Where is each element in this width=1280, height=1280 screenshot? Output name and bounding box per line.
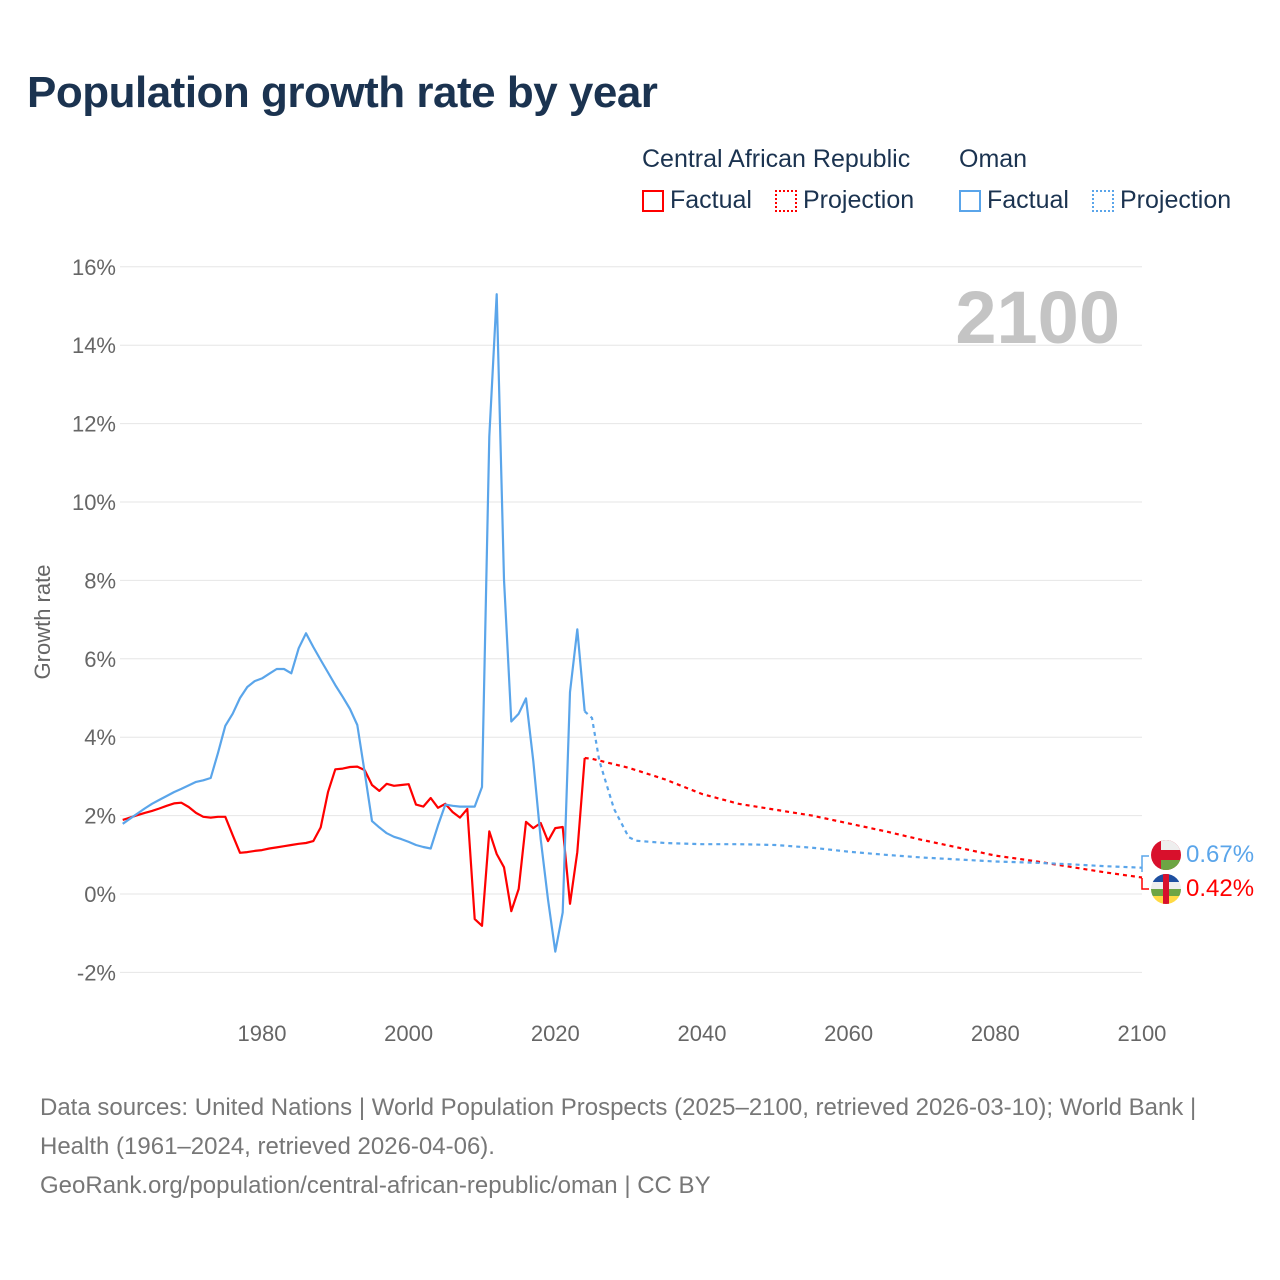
y-tick-label: 10%: [72, 490, 116, 515]
year-watermark: 2100: [955, 276, 1120, 359]
legend-swatch-dotted-red: [775, 189, 797, 212]
y-tick-label: 16%: [72, 255, 116, 280]
y-axis-label: Growth rate: [30, 565, 55, 680]
x-tick-label: 2040: [678, 1021, 727, 1046]
y-tick-label: 8%: [84, 568, 116, 593]
legend-label: Projection: [803, 186, 915, 214]
oman-factual-line: [122, 293, 586, 953]
x-tick-label: 2060: [824, 1021, 873, 1046]
y-tick-label: 12%: [72, 412, 116, 437]
car-end-value: 0.42%: [1186, 875, 1254, 902]
oman-end-connector: [1141, 855, 1149, 872]
y-tick-label: -2%: [77, 960, 116, 985]
footer: Data sources: United Nations | World Pop…: [40, 1088, 1240, 1205]
legend-oman-projection[interactable]: Projection: [1092, 186, 1231, 215]
legend-label: Factual: [987, 186, 1069, 214]
x-tick-label: 2020: [531, 1021, 580, 1046]
central-african-republic-factual-line: [122, 757, 586, 927]
x-tick-label: 2100: [1117, 1021, 1166, 1046]
x-tick-label: 1980: [238, 1021, 287, 1046]
legend-swatch-dotted-blue: [1092, 189, 1114, 212]
x-tick-label: 2000: [384, 1021, 433, 1046]
y-tick-label: 6%: [84, 647, 116, 672]
y-tick-label: 4%: [84, 725, 116, 750]
y-tick-label: 2%: [84, 804, 116, 829]
chart-title: Population growth rate by year: [27, 68, 658, 117]
legend-label: Projection: [1120, 186, 1232, 214]
oman-flag-icon: [1151, 840, 1181, 870]
legend-swatch-solid-red: [642, 189, 664, 212]
oman-projection-line: [583, 710, 1143, 869]
car-end-connector: [1141, 878, 1149, 890]
y-tick-label: 14%: [72, 333, 116, 358]
legend-oman-factual[interactable]: Factual: [959, 186, 1069, 215]
car-flag-icon: [1151, 874, 1181, 904]
legend-car-projection[interactable]: Projection: [775, 186, 914, 215]
source-link[interactable]: GeoRank.org/population/central-african-r…: [40, 1172, 711, 1199]
central-african-republic-projection-line: [584, 756, 1143, 879]
x-tick-label: 2080: [971, 1021, 1020, 1046]
legend-car-factual[interactable]: Factual: [642, 186, 752, 215]
y-tick-label: 0%: [84, 882, 116, 907]
legend-country-oman: Oman: [959, 145, 1028, 173]
data-sources: Data sources: United Nations | World Pop…: [40, 1094, 1197, 1160]
legend-swatch-solid-blue: [959, 189, 981, 212]
legend-country-car: Central African Republic: [642, 145, 911, 173]
legend-label: Factual: [670, 186, 752, 214]
oman-end-value: 0.67%: [1186, 841, 1254, 868]
